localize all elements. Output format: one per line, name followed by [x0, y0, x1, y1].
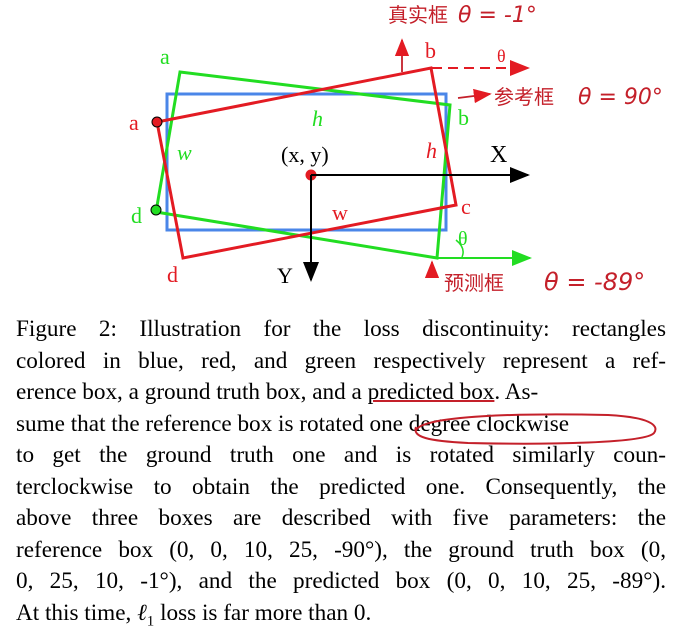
caption-line: 0, 25, 10, -1°), and the predicted box (… — [16, 568, 666, 594]
red-label-h: h — [312, 106, 323, 131]
caption-text: . As- — [494, 379, 539, 405]
loss-discontinuity-figure: a a w d d b b h h (x, y) X Y w c θ θ 真实框… — [129, 3, 663, 296]
theta-bottom-label: θ — [458, 228, 468, 250]
red-label-a: a — [129, 110, 139, 135]
underlined-predicted-box: predicted box — [367, 379, 495, 405]
handwritten-pred-theta: θ = -89° — [544, 268, 645, 296]
red-label-d: d — [167, 262, 178, 287]
caption-line: reference box (0, 0, 10, 25, -90°), the … — [16, 536, 666, 563]
l1-subscript: 1 — [146, 613, 155, 630]
handwritten-gt-label: 真实框 — [388, 3, 448, 27]
handwritten-oval-annotation — [414, 413, 657, 445]
green-label-b: b — [458, 105, 469, 130]
caption-line: sume that the reference box is rotated o… — [16, 409, 666, 441]
handwritten-ref-theta: θ = 90° — [578, 85, 663, 110]
caption-text: loss is far more than 0. — [160, 599, 372, 626]
caption-line: At this time, ℓ1 loss is far more than 0… — [16, 598, 666, 638]
handwritten-ref-label: 参考框 — [494, 85, 554, 109]
red-label-c: c — [461, 194, 471, 219]
handwritten-gt-theta: θ = -1° — [458, 3, 537, 28]
x-axis-label: X — [490, 142, 507, 168]
green-label-a: a — [160, 44, 170, 69]
handwritten-pred-label: 预测框 — [444, 271, 504, 295]
caption-text: erence box, a ground truth box, and a — [16, 379, 362, 405]
green-label-w: w — [177, 140, 192, 165]
caption-line: Figure 2: Illustration for the loss disc… — [16, 316, 666, 342]
y-axis-label: Y — [277, 263, 293, 288]
handwritten-ref-arrow — [457, 88, 492, 104]
theta-bottom-arc — [455, 239, 464, 258]
figure-caption: Figure 2: Illustration for the loss disc… — [16, 314, 666, 638]
l1-symbol: ℓ1 — [137, 599, 155, 630]
caption-line: to get the ground truth one and is rotat… — [16, 442, 666, 468]
caption-line: terclockwise to obtain the predicted one… — [16, 473, 666, 500]
caption-line: erence box, a ground truth box, and a pr… — [16, 377, 666, 409]
ground-truth-box — [155, 66, 458, 260]
green-corner-d-dot — [150, 204, 162, 216]
caption-line: colored in blue, red, and green respecti… — [16, 347, 666, 374]
theta-top-label: θ — [497, 46, 506, 66]
red-label-w: w — [332, 200, 348, 225]
caption-text: sume that the reference box is rotated — [16, 410, 364, 437]
center-label: (x, y) — [281, 142, 329, 167]
green-label-d: d — [131, 203, 142, 228]
red-corner-a-dot — [151, 116, 163, 128]
caption-text: At this time, — [16, 599, 132, 626]
red-label-b: b — [425, 38, 436, 63]
ell-symbol: ℓ — [137, 599, 147, 626]
blue-label-h: h — [426, 138, 437, 163]
caption-line: above three boxes are described with fiv… — [16, 505, 666, 531]
